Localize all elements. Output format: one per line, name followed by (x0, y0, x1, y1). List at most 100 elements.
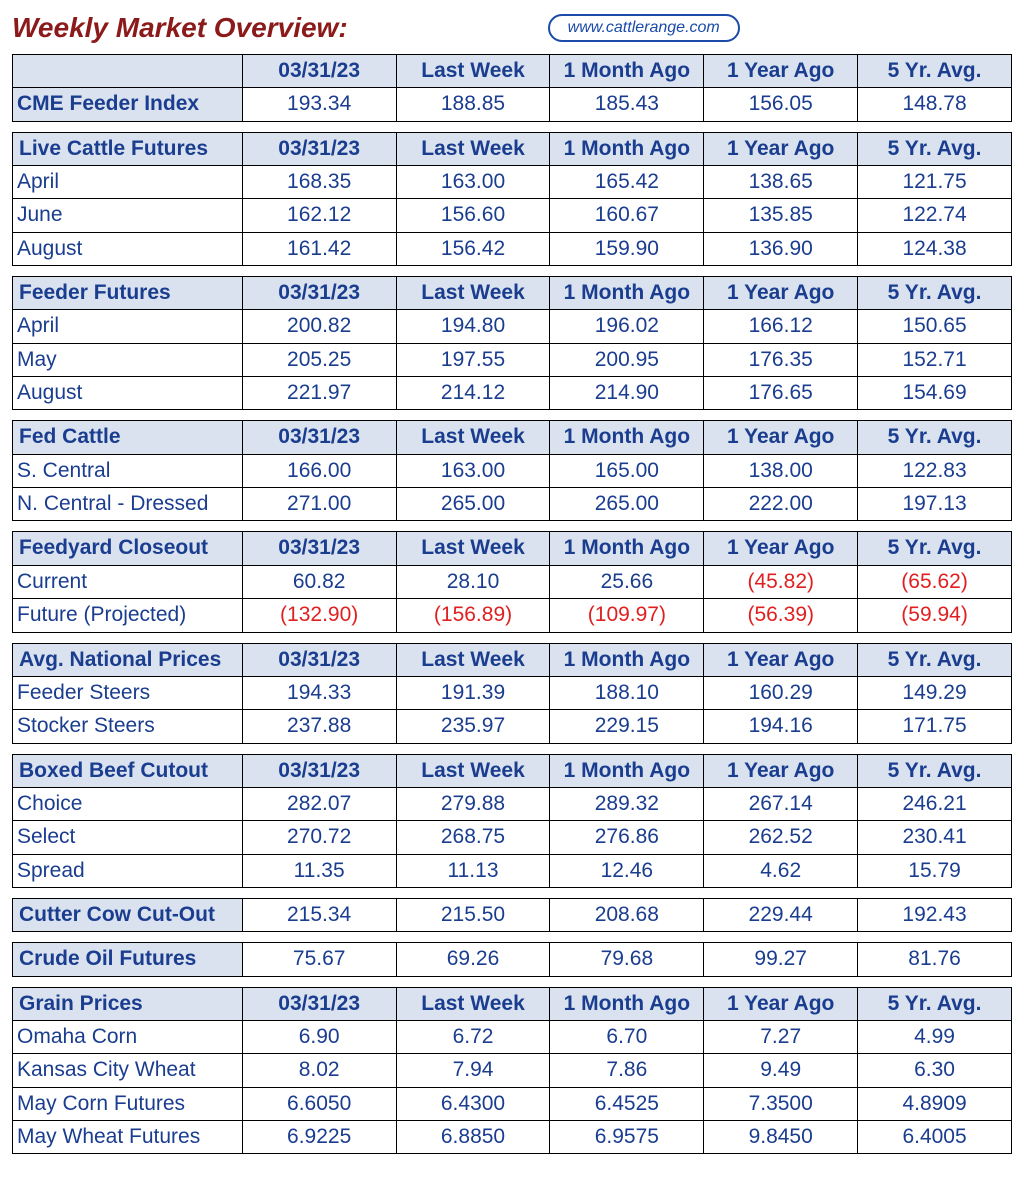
table-row: Current60.8228.1025.66(45.82)(65.62) (13, 565, 1012, 598)
cell: 138.00 (704, 454, 858, 487)
cell: 215.50 (396, 898, 550, 931)
section-label: Feedyard Closeout (13, 532, 243, 565)
row-label: Select (13, 821, 243, 854)
column-header: 1 Month Ago (550, 132, 704, 165)
column-header: 5 Yr. Avg. (858, 643, 1012, 676)
column-header: Last Week (396, 643, 550, 676)
cell: 156.42 (396, 232, 550, 265)
section-label (13, 55, 243, 88)
page-title: Weekly Market Overview: (12, 12, 348, 44)
market-table-feedyard: Feedyard Closeout03/31/23Last Week1 Mont… (12, 531, 1012, 632)
market-table-crude_oil: Crude Oil Futures75.6769.2679.6899.2781.… (12, 942, 1012, 976)
cell: (65.62) (858, 565, 1012, 598)
table-row: Cutter Cow Cut-Out215.34215.50208.68229.… (13, 898, 1012, 931)
cell: 194.16 (704, 710, 858, 743)
column-header: Last Week (396, 277, 550, 310)
cell: 75.67 (242, 943, 396, 976)
column-header: 1 Month Ago (550, 277, 704, 310)
table-row: May Wheat Futures6.92256.88506.95759.845… (13, 1120, 1012, 1153)
cell: 230.41 (858, 821, 1012, 854)
cell: 7.86 (550, 1054, 704, 1087)
column-header: 1 Month Ago (550, 532, 704, 565)
cell: 11.13 (396, 854, 550, 887)
cell: 229.15 (550, 710, 704, 743)
cell: 188.85 (396, 88, 550, 121)
cell: 124.38 (858, 232, 1012, 265)
cell: 196.02 (550, 310, 704, 343)
cell: 11.35 (242, 854, 396, 887)
cell: 6.9225 (242, 1120, 396, 1153)
cell: 15.79 (858, 854, 1012, 887)
column-header: 1 Month Ago (550, 754, 704, 787)
column-header: 03/31/23 (242, 643, 396, 676)
cell: 136.90 (704, 232, 858, 265)
cell: 166.00 (242, 454, 396, 487)
column-header: 1 Year Ago (704, 532, 858, 565)
table-row: May205.25197.55200.95176.35152.71 (13, 343, 1012, 376)
market-table-avg_prices: Avg. National Prices03/31/23Last Week1 M… (12, 643, 1012, 744)
cell: 205.25 (242, 343, 396, 376)
cell: 267.14 (704, 787, 858, 820)
market-table-live_cattle: Live Cattle Futures03/31/23Last Week1 Mo… (12, 132, 1012, 266)
cell: 279.88 (396, 787, 550, 820)
column-header: 1 Month Ago (550, 643, 704, 676)
row-label: April (13, 166, 243, 199)
column-header: Last Week (396, 421, 550, 454)
row-label: Crude Oil Futures (13, 943, 243, 976)
row-label: Omaha Corn (13, 1020, 243, 1053)
section-label: Live Cattle Futures (13, 132, 243, 165)
cell: 6.90 (242, 1020, 396, 1053)
column-header: 1 Year Ago (704, 421, 858, 454)
cell: 122.74 (858, 199, 1012, 232)
table-row: April168.35163.00165.42138.65121.75 (13, 166, 1012, 199)
cell: 235.97 (396, 710, 550, 743)
column-header: 03/31/23 (242, 55, 396, 88)
cell: 171.75 (858, 710, 1012, 743)
cell: 289.32 (550, 787, 704, 820)
cell: 60.82 (242, 565, 396, 598)
cell: 222.00 (704, 488, 858, 521)
table-row: CME Feeder Index193.34188.85185.43156.05… (13, 88, 1012, 121)
column-header: 1 Month Ago (550, 987, 704, 1020)
page-header: Weekly Market Overview: www.cattlerange.… (12, 12, 1012, 44)
cell: 6.70 (550, 1020, 704, 1053)
cell: 270.72 (242, 821, 396, 854)
cell: 154.69 (858, 377, 1012, 410)
column-header: Last Week (396, 754, 550, 787)
cell: 148.78 (858, 88, 1012, 121)
cell: 121.75 (858, 166, 1012, 199)
cell: 150.65 (858, 310, 1012, 343)
cell: 246.21 (858, 787, 1012, 820)
column-header: 1 Year Ago (704, 643, 858, 676)
column-header: 1 Year Ago (704, 987, 858, 1020)
column-header: 5 Yr. Avg. (858, 754, 1012, 787)
cell: 9.49 (704, 1054, 858, 1087)
column-header: 03/31/23 (242, 421, 396, 454)
table-row: Omaha Corn6.906.726.707.274.99 (13, 1020, 1012, 1053)
cell: 6.6050 (242, 1087, 396, 1120)
column-header: 5 Yr. Avg. (858, 421, 1012, 454)
cell: 6.30 (858, 1054, 1012, 1087)
cell: 214.90 (550, 377, 704, 410)
market-table-cutter_cow: Cutter Cow Cut-Out215.34215.50208.68229.… (12, 898, 1012, 932)
cell: 165.00 (550, 454, 704, 487)
cell: 214.12 (396, 377, 550, 410)
market-table-fed_cattle: Fed Cattle03/31/23Last Week1 Month Ago1 … (12, 420, 1012, 521)
table-row: Select270.72268.75276.86262.52230.41 (13, 821, 1012, 854)
cell: 6.4525 (550, 1087, 704, 1120)
cell: 237.88 (242, 710, 396, 743)
cell: 6.4005 (858, 1120, 1012, 1153)
column-header: 5 Yr. Avg. (858, 132, 1012, 165)
cell: 168.35 (242, 166, 396, 199)
row-label: May Wheat Futures (13, 1120, 243, 1153)
cell: 215.34 (242, 898, 396, 931)
cell: 188.10 (550, 676, 704, 709)
row-label: Feeder Steers (13, 676, 243, 709)
column-header: Last Week (396, 532, 550, 565)
cell: 4.62 (704, 854, 858, 887)
table-row: Feeder Steers194.33191.39188.10160.29149… (13, 676, 1012, 709)
cell: (109.97) (550, 599, 704, 632)
cell: 135.85 (704, 199, 858, 232)
row-label: Spread (13, 854, 243, 887)
table-row: April200.82194.80196.02166.12150.65 (13, 310, 1012, 343)
